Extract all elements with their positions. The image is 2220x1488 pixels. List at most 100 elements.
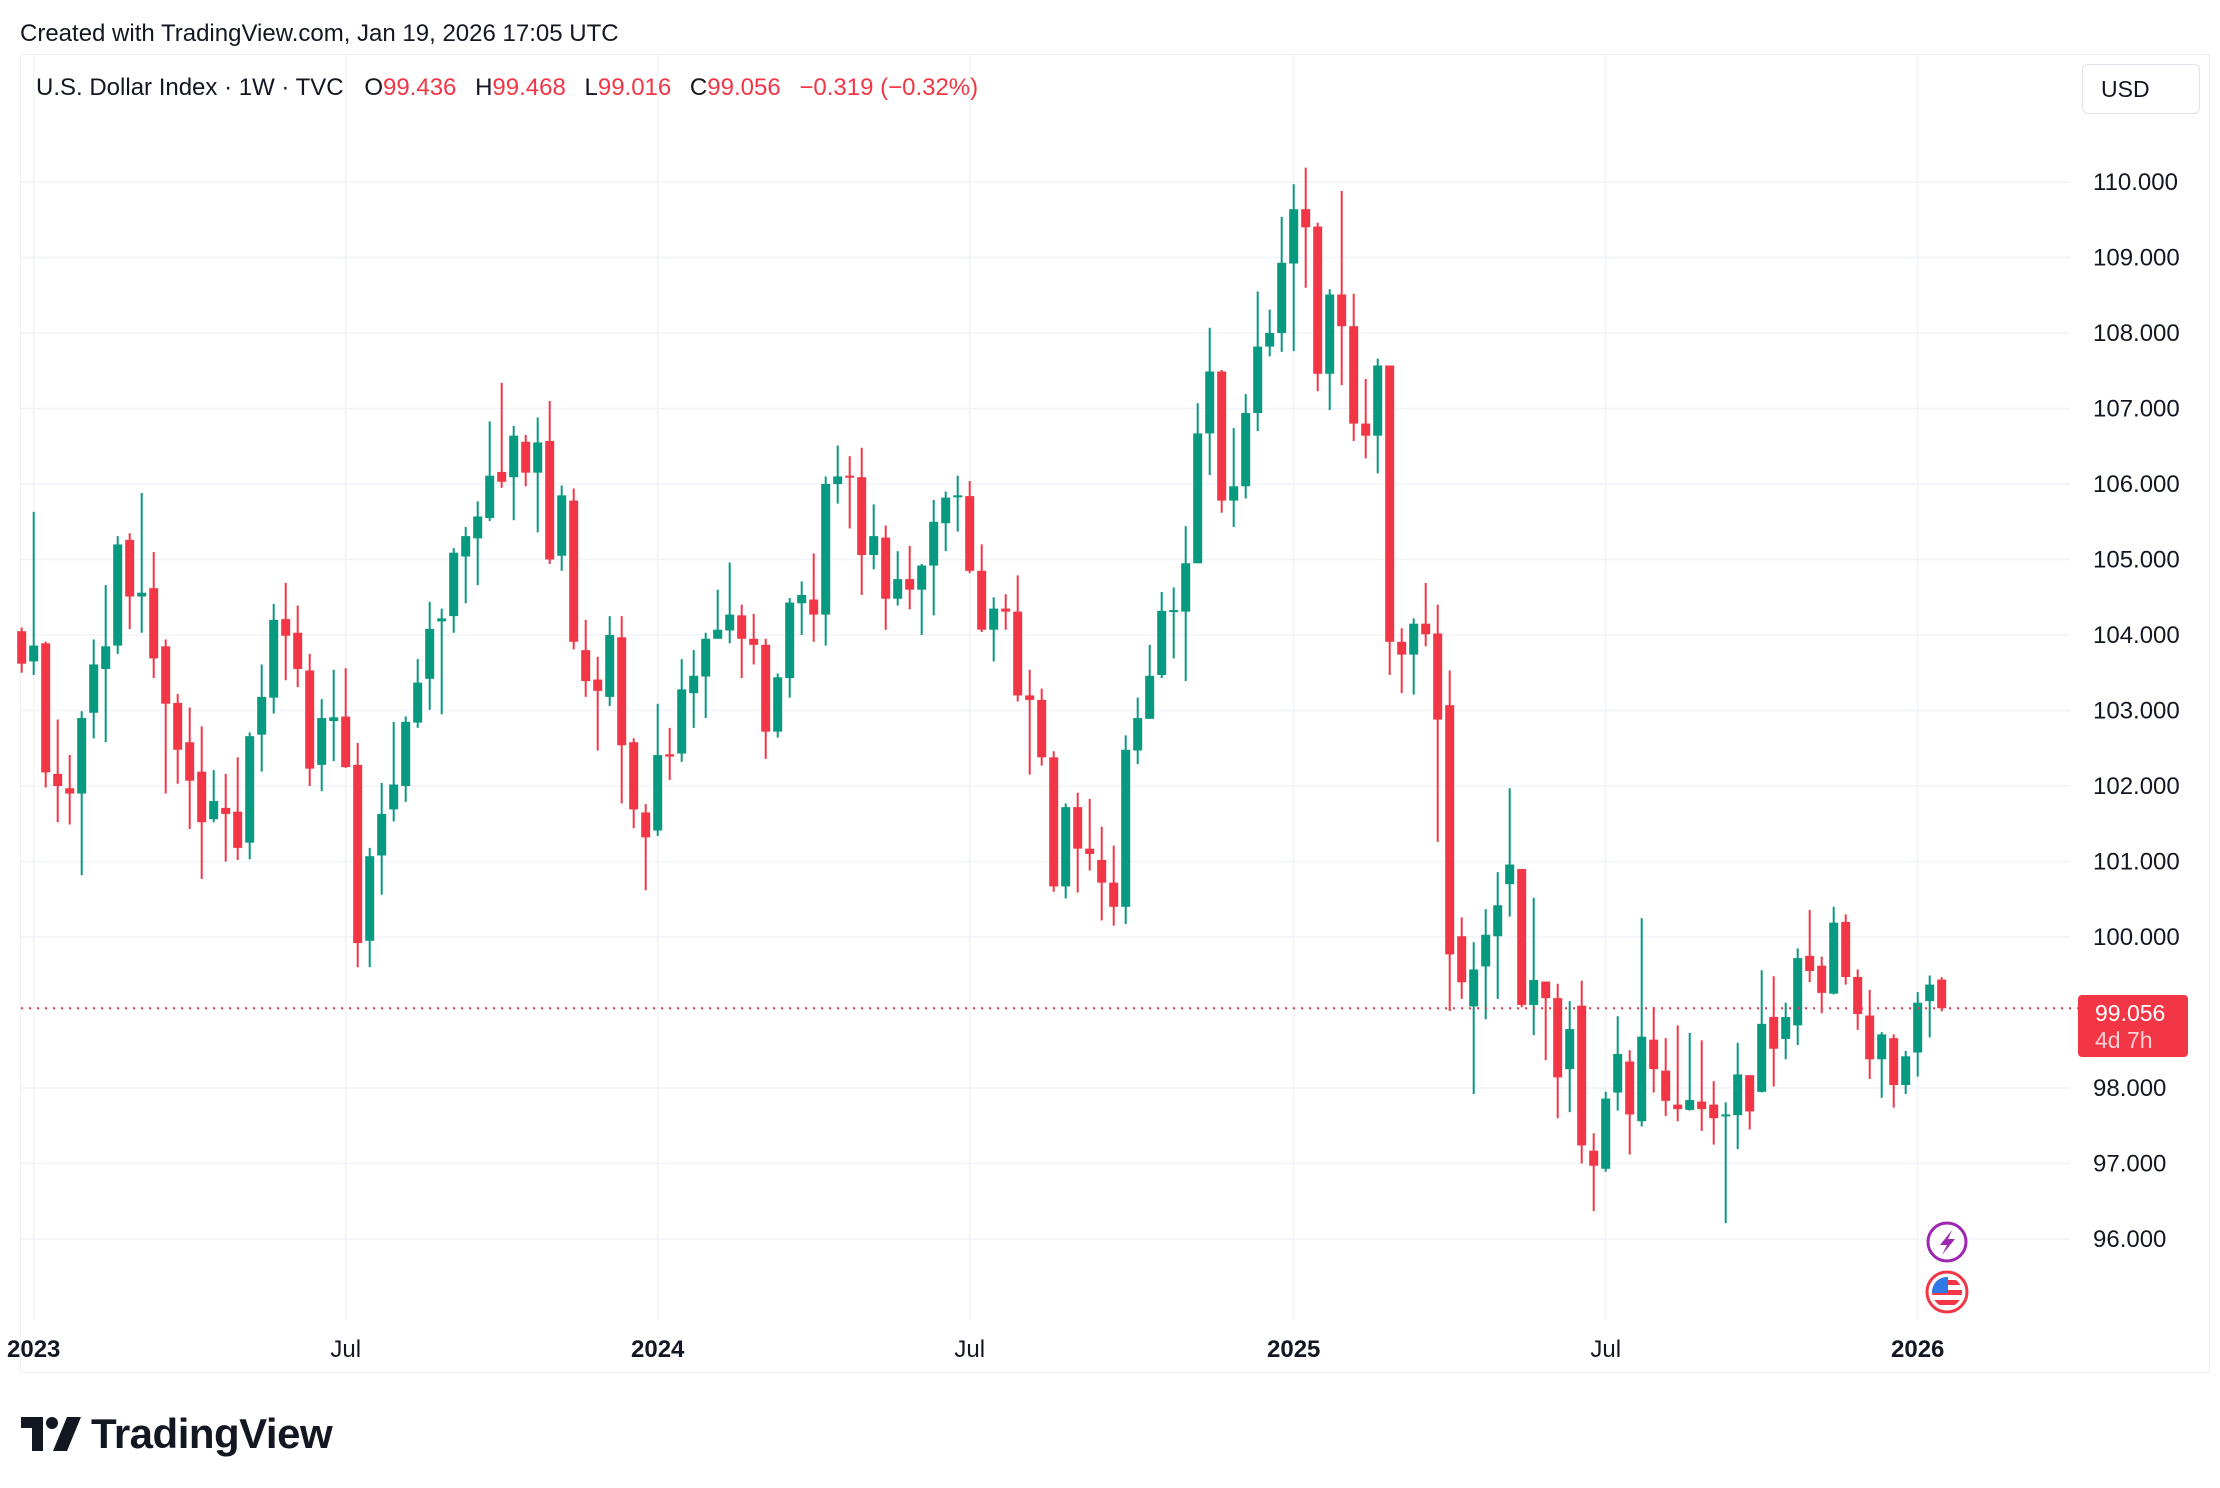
candle-body [1481, 934, 1491, 967]
candle-up [29, 511, 39, 676]
candle-body [365, 856, 375, 941]
candle-up [1481, 909, 1491, 1020]
candle-down [173, 693, 183, 784]
candle-body [1817, 965, 1827, 993]
candle-body [917, 565, 927, 590]
low-value: 99.016 [597, 74, 672, 101]
candle-down [1805, 909, 1815, 983]
candle-down [1673, 1025, 1683, 1122]
candle-body [605, 635, 615, 697]
currency-button[interactable]: USD [2082, 64, 2200, 114]
candle-down [1349, 293, 1359, 441]
candle-down [497, 382, 507, 488]
candle-body [1385, 365, 1395, 642]
candle-down [1853, 969, 1863, 1030]
candle-body [1517, 869, 1527, 1005]
candle-down [1937, 977, 1947, 1012]
candle-down [1649, 1007, 1659, 1093]
chart-frame [20, 54, 2210, 1373]
candle-body [785, 602, 795, 679]
candle-body [341, 716, 351, 768]
candle-up [77, 711, 87, 876]
candle-body [857, 477, 867, 555]
candle-down [1217, 369, 1227, 513]
candle-body [437, 618, 447, 622]
candle-body [1865, 1015, 1875, 1060]
candle-body [1397, 641, 1407, 655]
candle-down [281, 582, 291, 681]
candle-body [1193, 433, 1203, 564]
candle-body [1901, 1056, 1911, 1085]
time-tick-label: Jul [954, 1336, 985, 1363]
price-tick-label: 104.000 [2093, 622, 2180, 649]
candle-body [1001, 608, 1011, 612]
candle-body [1493, 905, 1503, 937]
candle-up [941, 491, 951, 552]
candle-body [1589, 1150, 1599, 1166]
candle-body [1877, 1034, 1887, 1060]
last-price-value: 99.056 [2095, 1000, 2166, 1026]
candle-body [1313, 226, 1323, 374]
candle-body [509, 435, 519, 478]
candle-up [773, 673, 783, 738]
candle-body [689, 675, 699, 694]
candle-up [677, 659, 687, 762]
candle-body [1061, 807, 1071, 887]
candle-body [1457, 936, 1467, 983]
candle-down [1301, 167, 1311, 288]
candle-body [1133, 718, 1143, 751]
candles [17, 167, 1947, 1224]
price-tick-label: 102.000 [2093, 773, 2180, 800]
candle-body [1505, 864, 1515, 885]
candle-body [1553, 998, 1563, 1078]
candle-down [809, 553, 819, 642]
candle-body [617, 637, 627, 746]
candle-body [1073, 807, 1083, 849]
candle-body [965, 496, 975, 571]
candle-down [1337, 191, 1347, 386]
candle-body [1361, 423, 1371, 436]
symbol-title[interactable]: U.S. Dollar Index · 1W · TVC [36, 74, 344, 101]
candle-up [1061, 803, 1071, 899]
last-price-tag: 99.056 4d 7h [2078, 995, 2188, 1057]
candle-down [1037, 688, 1047, 766]
candle-body [461, 536, 471, 557]
candle-body [125, 539, 135, 597]
candle-up [137, 493, 147, 633]
candle-up [953, 475, 963, 532]
candle-down [593, 656, 603, 751]
candle-down [545, 400, 555, 565]
candle-down [1517, 869, 1527, 1008]
candle-up [449, 548, 459, 633]
candle-body [1037, 699, 1047, 758]
candle-down [221, 773, 231, 862]
candle-up [377, 782, 387, 895]
candle-down [1361, 379, 1371, 459]
tradingview-logo[interactable]: TradingView [21, 1410, 333, 1458]
candle-body [521, 441, 531, 473]
candle-body [941, 497, 951, 524]
time-tick-label: 2023 [7, 1336, 60, 1363]
candle-up [1733, 1042, 1743, 1150]
high-value: 99.468 [492, 74, 566, 101]
candle-body [221, 807, 231, 814]
candle-down [1889, 1034, 1899, 1108]
candle-body [1445, 705, 1455, 955]
candle-up [1565, 1001, 1575, 1113]
candle-down [617, 616, 627, 804]
candle-down [1313, 222, 1323, 392]
candle-body [1673, 1104, 1683, 1110]
candle-up [1229, 428, 1239, 528]
candle-body [161, 646, 171, 704]
open-value: 99.436 [382, 74, 457, 101]
candle-up [1829, 906, 1839, 995]
us-flag-icon[interactable] [1925, 1270, 1969, 1314]
lightning-event-icon[interactable] [1926, 1221, 1968, 1263]
candle-body [245, 736, 255, 843]
candle-up [713, 589, 723, 639]
candle-body [1409, 623, 1419, 655]
candle-body [65, 788, 75, 794]
candle-body [1121, 749, 1131, 907]
candle-up [389, 721, 399, 822]
